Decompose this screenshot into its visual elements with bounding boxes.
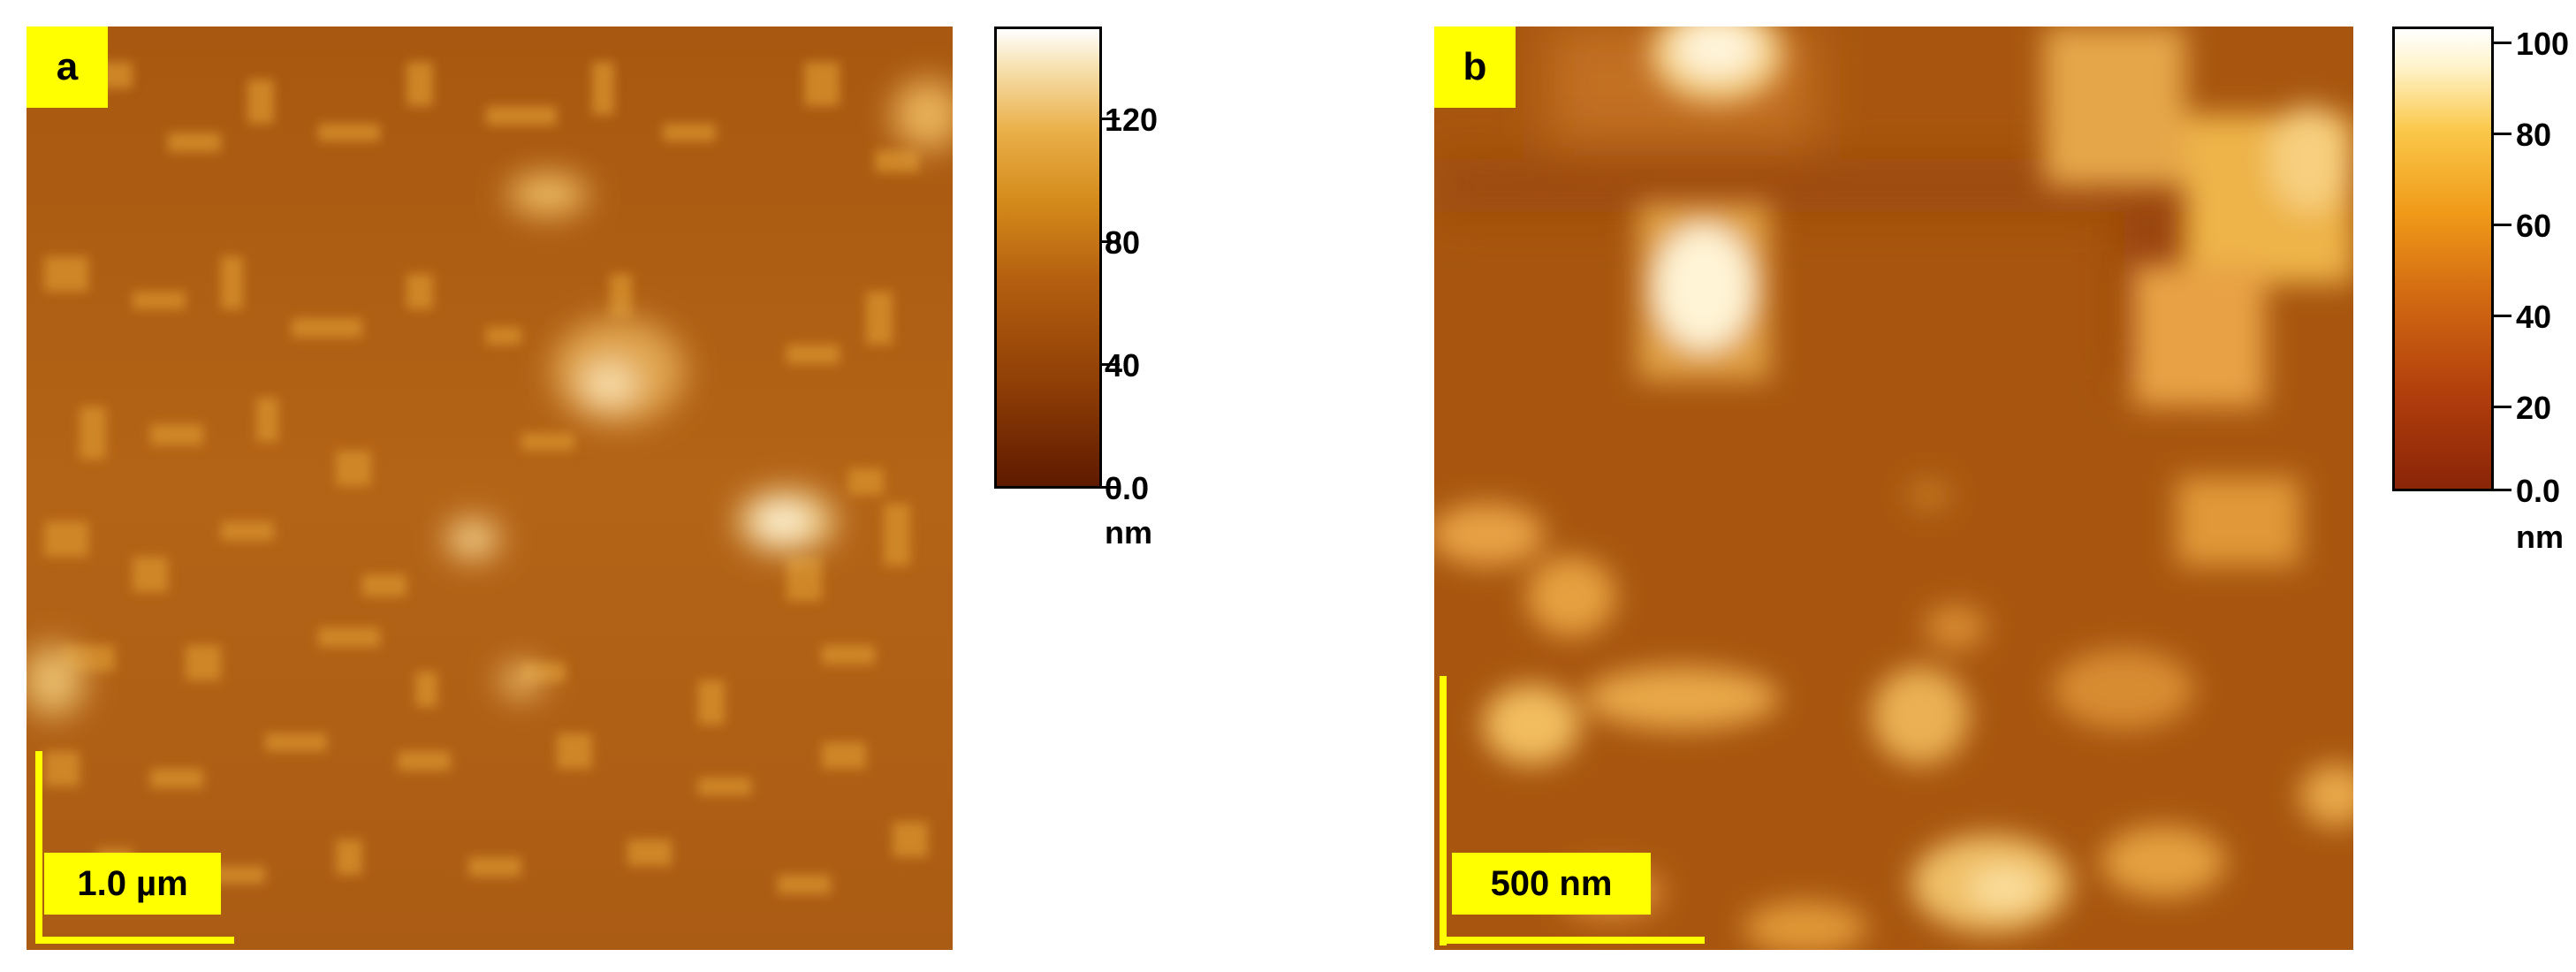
colorbar-tick-a-80 [1102, 240, 1120, 243]
colorbar-tick-label: 0.0 [1105, 470, 1150, 506]
panel-label-a: a [27, 27, 108, 108]
colorbar-tick-b-60 [2494, 224, 2511, 226]
colorbar-tick-label: 60 [2516, 208, 2552, 244]
scale-bar-horizontal-b [1440, 937, 1705, 944]
colorbar-b [2392, 27, 2494, 491]
colorbar-tick-a-40 [1102, 363, 1120, 366]
colorbar-tick-a-120 [1102, 118, 1120, 120]
colorbar-tick-label: 80 [1105, 224, 1141, 261]
colorbar-tick-label: 0.0 [2516, 473, 2561, 509]
colorbar-tick-b-40 [2494, 315, 2511, 317]
colorbar-tick-b-80 [2494, 133, 2511, 135]
colorbar-a [994, 27, 1102, 489]
afm-image-b: b 500 nm [1434, 27, 2353, 950]
afm-image-a: a 1.0 µm [27, 27, 953, 950]
colorbar-unit-b: nm [2516, 519, 2564, 555]
colorbar-tick-b-100 [2494, 42, 2511, 44]
colorbar-tick-label: 20 [2516, 390, 2552, 426]
afm-surface-a [27, 27, 953, 950]
colorbar-tick-a-0 [1102, 486, 1120, 489]
colorbar-tick-label: 40 [1105, 347, 1141, 383]
scale-bar-label-a: 1.0 µm [44, 853, 221, 915]
colorbar-tick-label: 80 [2516, 117, 2552, 153]
scale-bar-horizontal-a [35, 937, 234, 944]
panel-label-b: b [1434, 27, 1516, 108]
scale-bar-vertical-b [1440, 676, 1447, 945]
scale-bar-label-b: 500 nm [1452, 853, 1651, 915]
colorbar-tick-label: 100 [2516, 26, 2570, 62]
colorbar-unit-a: nm [1105, 514, 1152, 551]
colorbar-tick-label: 120 [1105, 102, 1159, 138]
colorbar-tick-b-0 [2494, 489, 2511, 491]
colorbar-tick-b-20 [2494, 406, 2511, 408]
scale-bar-vertical-a [35, 751, 42, 944]
colorbar-tick-label: 40 [2516, 299, 2552, 335]
afm-surface-b [1434, 27, 2353, 950]
